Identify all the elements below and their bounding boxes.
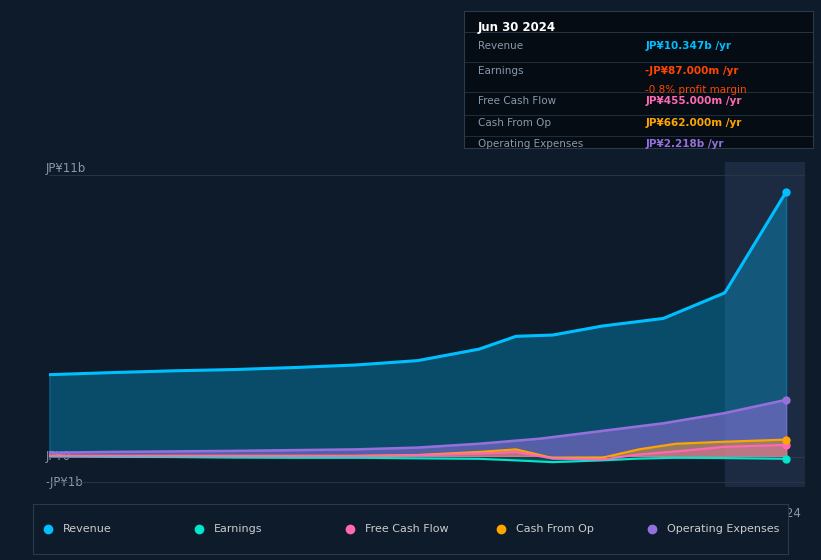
Text: Revenue: Revenue [478,41,523,52]
Text: Earnings: Earnings [478,66,523,76]
Text: JP¥10.347b /yr: JP¥10.347b /yr [645,41,732,52]
Text: Cash From Op: Cash From Op [516,524,594,534]
Text: Operating Expenses: Operating Expenses [667,524,780,534]
Text: JP¥11b: JP¥11b [45,162,85,175]
Text: JP¥0: JP¥0 [45,450,71,463]
Text: -JP¥87.000m /yr: -JP¥87.000m /yr [645,66,739,76]
Text: Free Cash Flow: Free Cash Flow [365,524,449,534]
Text: Cash From Op: Cash From Op [478,118,551,128]
Text: 2023: 2023 [649,507,678,520]
Text: 2024: 2024 [771,507,801,520]
Text: 2019: 2019 [157,507,187,520]
Text: Operating Expenses: Operating Expenses [478,139,583,149]
Text: 2021: 2021 [403,507,433,520]
Text: -JP¥1b: -JP¥1b [45,475,83,488]
Text: Earnings: Earnings [214,524,263,534]
Text: JP¥2.218b /yr: JP¥2.218b /yr [645,139,724,149]
Text: 2022: 2022 [525,507,556,520]
Text: JP¥662.000m /yr: JP¥662.000m /yr [645,118,741,128]
Text: -0.8% profit margin: -0.8% profit margin [645,85,747,95]
Text: Revenue: Revenue [63,524,112,534]
Bar [725,162,805,487]
Text: JP¥455.000m /yr: JP¥455.000m /yr [645,96,742,106]
Text: Free Cash Flow: Free Cash Flow [478,96,556,106]
Text: Jun 30 2024: Jun 30 2024 [478,21,556,34]
Text: 2020: 2020 [280,507,310,520]
